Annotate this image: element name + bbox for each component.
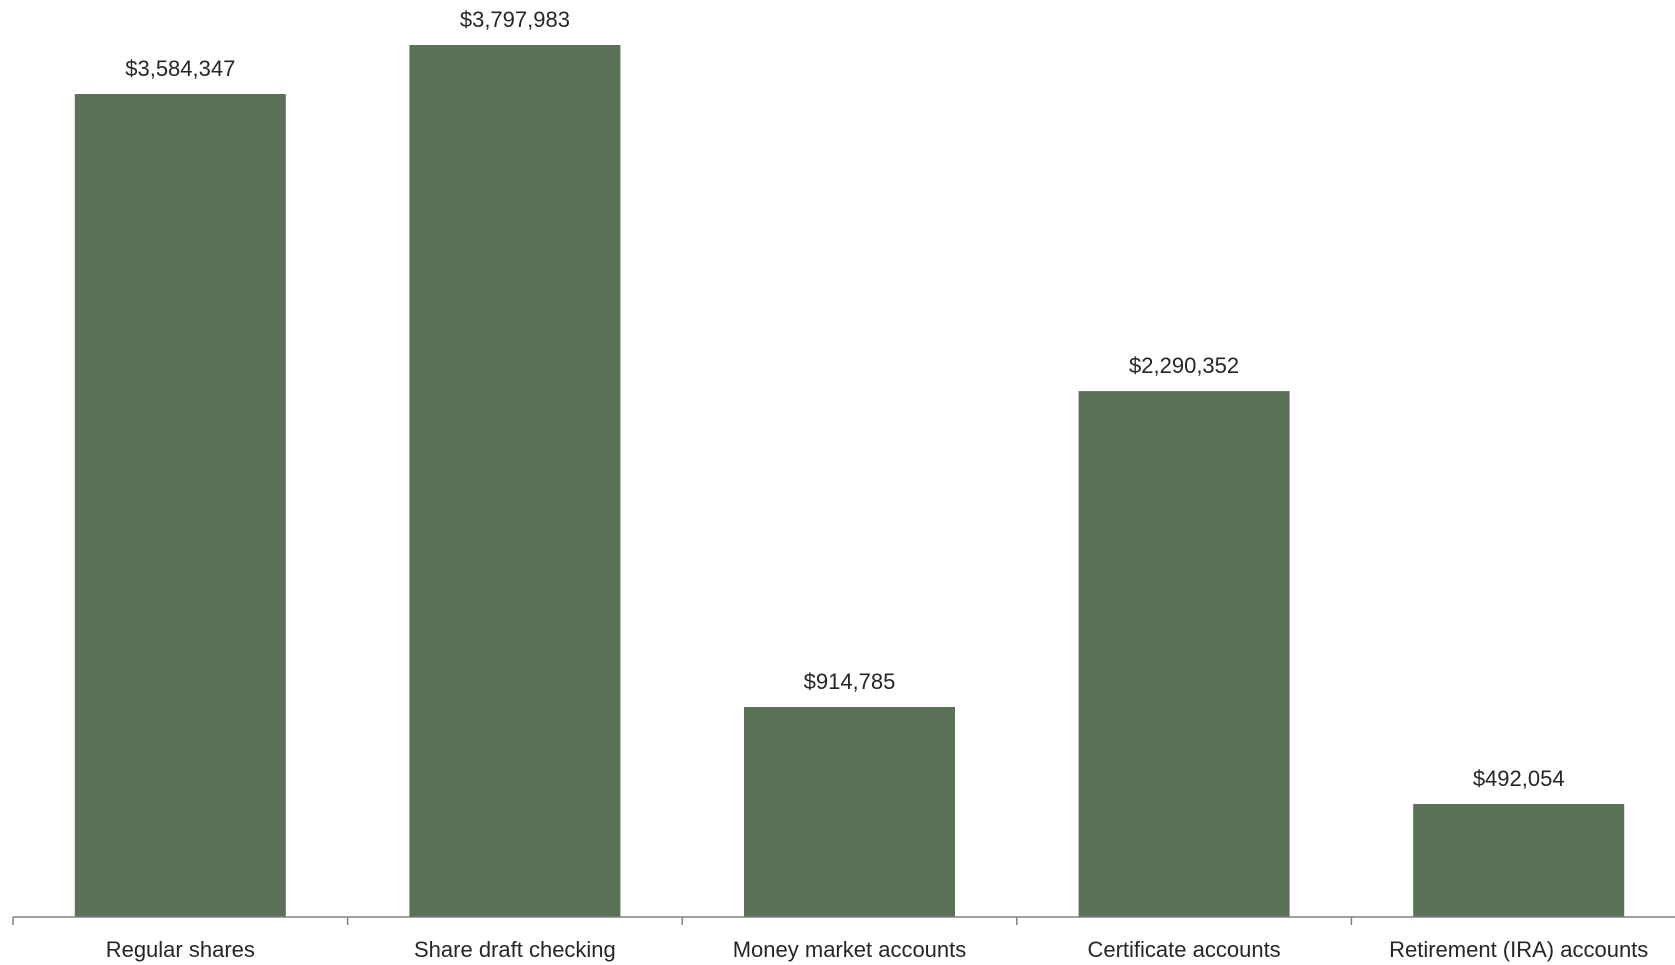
bar-2 — [744, 707, 955, 917]
bar-1 — [409, 45, 621, 917]
bars-layer — [74, 45, 1625, 918]
x-tick-label-2: Money market accounts — [733, 937, 967, 962]
bar-4 — [1413, 804, 1625, 917]
data-label-3: $2,290,352 — [1129, 353, 1239, 378]
x-tick-labels: Regular shares Share draft checking Money … — [106, 937, 1649, 962]
data-label-0: $3,584,347 — [125, 56, 235, 81]
x-tick-label-4: Retirement (IRA) accounts — [1389, 937, 1648, 962]
bar-0 — [74, 94, 286, 917]
data-label-2: $914,785 — [804, 669, 896, 694]
x-axis — [12, 916, 1675, 925]
x-tick-label-1: Share draft checking — [414, 937, 616, 962]
x-tick-label-0: Regular shares — [106, 937, 255, 962]
x-tick-label-3: Certificate accounts — [1087, 937, 1280, 962]
bar-3 — [1078, 391, 1290, 918]
data-labels-layer: $3,584,347 $3,797,983 $914,785 $2,290,352 $4… — [125, 7, 1564, 791]
data-label-4: $492,054 — [1473, 766, 1565, 791]
data-label-1: $3,797,983 — [460, 7, 570, 32]
